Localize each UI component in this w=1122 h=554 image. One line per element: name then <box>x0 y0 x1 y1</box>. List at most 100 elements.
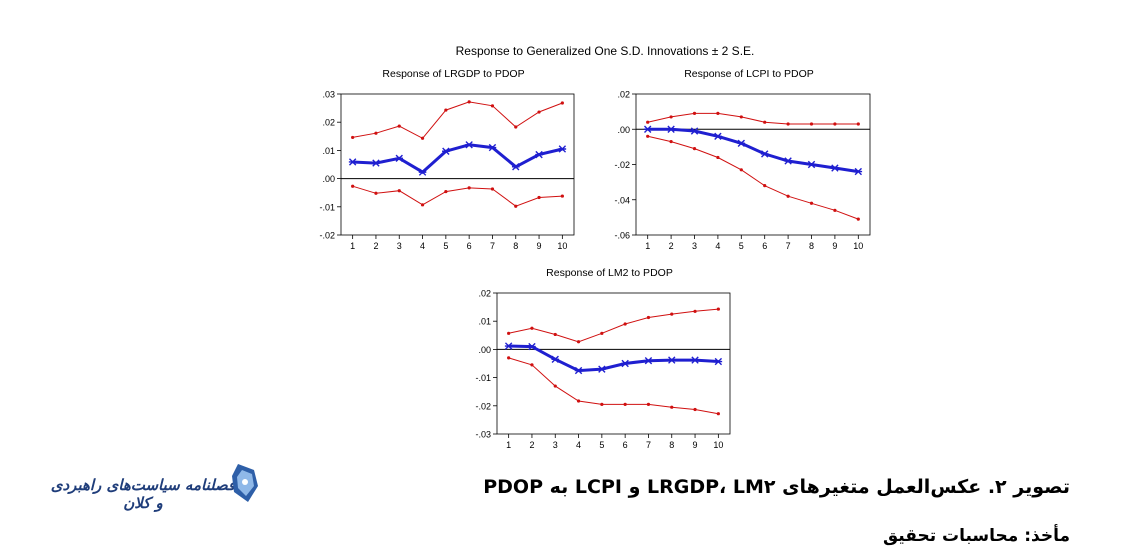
series-lower-line <box>647 135 859 220</box>
band-point <box>537 195 541 200</box>
band-point <box>444 108 448 112</box>
band-point <box>560 194 564 198</box>
x-tick-label: 8 <box>513 241 518 251</box>
response-point <box>690 127 699 135</box>
response-point <box>442 147 450 155</box>
band-point <box>693 407 697 412</box>
band-point <box>420 203 425 207</box>
figure-source: مأخذ: محاسبات تحقیق <box>882 526 1070 546</box>
band-point <box>514 125 518 129</box>
irf-charts: Response of LRGDP to PDOP -.02 -.01 .00 .01.… <box>319 68 871 450</box>
y-tick-label: .00 <box>478 345 491 355</box>
y-tick-label: .02 <box>478 289 491 299</box>
band-point <box>560 101 564 105</box>
band-point <box>507 331 511 335</box>
x-tick-label: 4 <box>715 241 720 251</box>
band-point <box>576 399 581 403</box>
band-point <box>397 189 401 193</box>
x-tick-label: 5 <box>599 440 604 450</box>
band-point <box>670 405 674 409</box>
band-point <box>692 147 697 151</box>
series-upper-line <box>508 308 719 343</box>
plot-frame <box>496 292 731 435</box>
response-point <box>643 125 652 133</box>
band-point <box>553 384 557 388</box>
response-point <box>504 342 513 350</box>
response-point <box>488 143 497 152</box>
x-tick-label: 10 <box>853 241 863 251</box>
band-point <box>692 111 697 115</box>
x-tick-label: 3 <box>692 241 697 251</box>
y-tick-label: -.02 <box>475 401 491 411</box>
band-point <box>646 134 650 138</box>
x-tick-label: 10 <box>713 440 723 450</box>
response-point <box>667 125 675 133</box>
band-point <box>786 122 790 126</box>
response-point <box>644 356 653 365</box>
x-tick-label: 7 <box>786 241 791 251</box>
x-tick-label: 4 <box>576 440 581 450</box>
x-tick-label: 8 <box>669 440 674 450</box>
y-tick-label: -.03 <box>475 430 491 440</box>
band-point <box>739 168 743 172</box>
y-tick-label: -.01 <box>319 202 335 212</box>
response-point <box>511 163 520 171</box>
band-point <box>716 307 720 311</box>
y-tick-label: -.02 <box>319 231 335 241</box>
x-tick-label: 10 <box>557 241 567 251</box>
band-point <box>623 322 627 326</box>
x-tick-label: 3 <box>397 241 402 251</box>
series-response-line <box>508 344 719 373</box>
band-point <box>646 315 651 320</box>
response-point <box>714 132 722 140</box>
x-tick-label: 5 <box>443 241 448 251</box>
band-point <box>490 187 495 191</box>
series-upper-line <box>352 101 563 139</box>
band-point <box>374 191 378 195</box>
band-point <box>351 184 355 188</box>
response-point <box>574 366 583 375</box>
x-tick-label: 3 <box>553 440 558 450</box>
response-point <box>528 342 536 351</box>
y-tick-label: -.01 <box>475 373 491 383</box>
y-tick-label: .01 <box>478 317 491 327</box>
band-point <box>716 111 720 115</box>
chart-title: Response of LM2 to PDOP <box>546 267 673 279</box>
response-point <box>418 168 427 176</box>
response-point <box>395 154 404 162</box>
band-point <box>623 402 627 406</box>
band-point <box>646 120 650 124</box>
response-point <box>784 157 792 165</box>
band-point <box>537 110 541 114</box>
x-tick-label: 1 <box>506 440 511 450</box>
band-point <box>514 204 518 208</box>
y-tick-label: .00 <box>322 174 335 184</box>
y-tick-label: .02 <box>617 90 630 100</box>
response-point <box>621 359 629 368</box>
x-tick-label: 9 <box>693 440 698 450</box>
series-response-line <box>647 127 859 174</box>
chart-title: Response of LCPI to PDOP <box>684 68 814 80</box>
response-point <box>760 150 769 158</box>
x-tick-label: 1 <box>350 241 355 251</box>
band-point <box>646 402 651 406</box>
x-tick-label: 6 <box>762 241 767 251</box>
plot-frame <box>635 93 871 236</box>
series-lower-line <box>508 357 719 415</box>
band-point <box>833 122 837 126</box>
band-point <box>856 217 860 221</box>
series-upper-line <box>647 112 859 125</box>
response-point <box>807 160 816 169</box>
journal-logo-icon <box>232 464 258 502</box>
response-point <box>667 356 676 364</box>
x-tick-label: 2 <box>529 440 534 450</box>
response-point <box>598 365 606 373</box>
response-point <box>348 158 357 166</box>
x-tick-label: 8 <box>809 241 814 251</box>
plot-frame <box>340 93 575 236</box>
band-point <box>507 356 511 360</box>
response-point <box>691 356 699 364</box>
x-tick-label: 2 <box>373 241 378 251</box>
band-point <box>763 120 767 124</box>
band-point <box>693 309 697 313</box>
